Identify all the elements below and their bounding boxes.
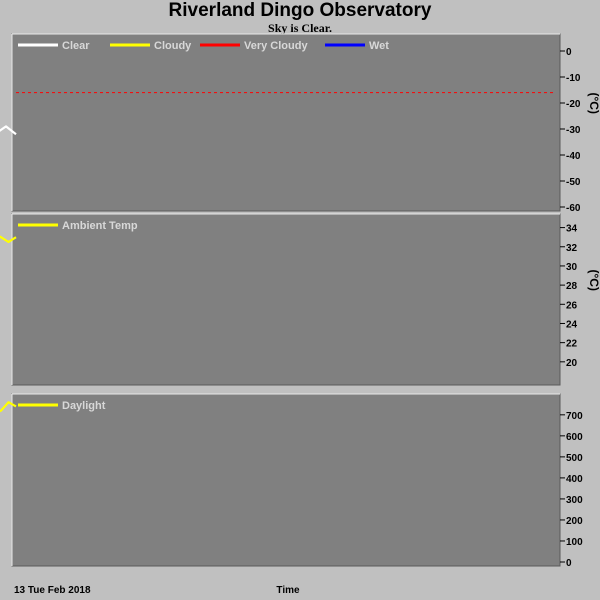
y-tick-label: 24: [566, 319, 578, 330]
legend-label-cloudy: Cloudy: [154, 40, 192, 52]
y-tick-label: 20: [566, 358, 578, 369]
y-tick-label: -20: [566, 99, 581, 110]
y-tick-label: 22: [566, 339, 578, 350]
panel-daylight: 700 600 500 400 300 200 100 0 Daylight: [0, 393, 583, 569]
y-tick-label: 0: [566, 47, 572, 58]
legend-label-ambient-temp: Ambient Temp: [62, 220, 138, 232]
legend-label-daylight: Daylight: [62, 400, 106, 412]
panel-ambient: 34 32 30 28 26 24 22 20 (°C) Ambient Temp: [0, 213, 600, 386]
y-tick-label: 26: [566, 300, 578, 311]
y-tick-label: 400: [566, 474, 583, 485]
x-date-label: 13 Tue Feb 2018: [14, 585, 91, 596]
x-axis-title: Time: [276, 585, 300, 596]
y-unit-label: (°C): [587, 270, 600, 291]
legend-label-clear: Clear: [62, 40, 90, 52]
chart-title: Riverland Dingo Observatory: [168, 0, 432, 21]
y-unit-label: (°C): [587, 93, 600, 114]
panel-sky: 0 -10 -20 -30 -40 -50 -60 (°C) Clear Cloudy Very C…: [0, 33, 600, 214]
y-tick-label: 30: [566, 262, 578, 273]
y-tick-label: 100: [566, 537, 583, 548]
y-tick-label: 0: [566, 558, 572, 569]
legend-label-wet: Wet: [369, 40, 389, 52]
plot-area: [11, 213, 561, 386]
y-tick-label: 34: [566, 224, 578, 235]
sky-status: Sky is Clear.: [268, 21, 332, 35]
y-tick-label: 32: [566, 243, 578, 254]
y-tick-label: -60: [566, 203, 581, 214]
y-tick-label: 500: [566, 453, 583, 464]
y-tick-label: 700: [566, 411, 583, 422]
y-tick-label: 200: [566, 516, 583, 527]
y-tick-label: -10: [566, 73, 581, 84]
legend-label-very-cloudy: Very Cloudy: [244, 40, 308, 52]
y-tick-label: 28: [566, 281, 578, 292]
y-tick-label: -30: [566, 125, 581, 136]
plot-area: [11, 393, 561, 567]
y-tick-label: 600: [566, 432, 583, 443]
y-tick-label: -40: [566, 151, 581, 162]
y-tick-label: -50: [566, 177, 581, 188]
y-tick-label: 300: [566, 495, 583, 506]
plot-area: [11, 33, 561, 212]
